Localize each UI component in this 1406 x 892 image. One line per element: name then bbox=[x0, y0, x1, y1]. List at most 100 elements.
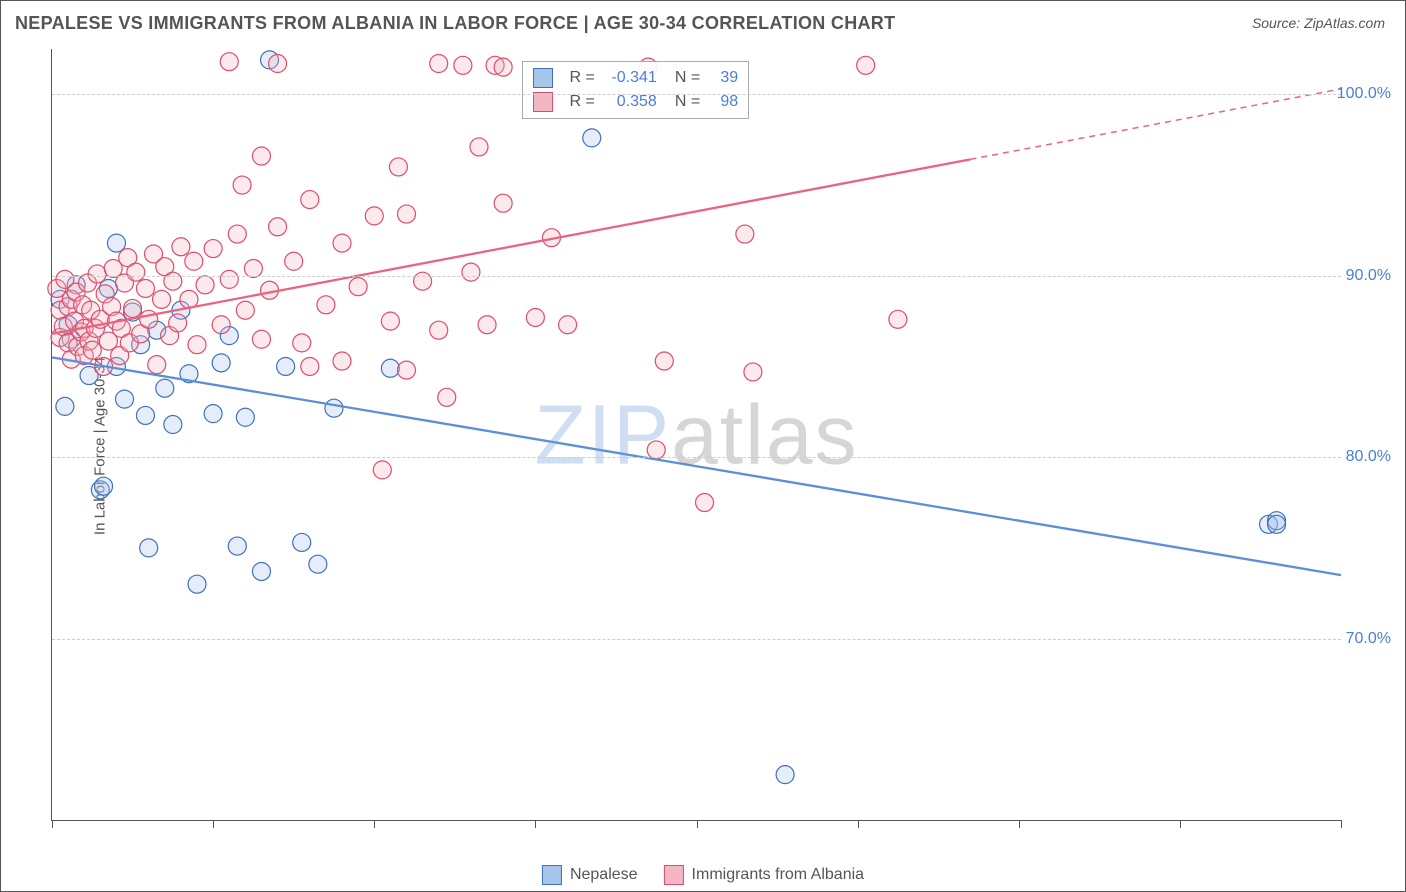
x-tick bbox=[52, 820, 53, 828]
data-point bbox=[397, 205, 415, 223]
plot-area: ZIPatlas R =-0.341N =39R =0.358N =98 bbox=[51, 49, 1341, 821]
x-tick bbox=[374, 820, 375, 828]
data-point bbox=[438, 388, 456, 406]
data-point bbox=[478, 316, 496, 334]
legend-n-label: N = bbox=[675, 90, 700, 114]
legend-row: R = 0.358 N = 98 bbox=[533, 90, 738, 114]
legend-r-label: R = bbox=[569, 90, 594, 114]
data-point bbox=[185, 252, 203, 270]
data-point bbox=[333, 352, 351, 370]
gridline-h bbox=[52, 639, 1341, 640]
data-point bbox=[188, 336, 206, 354]
legend-row: R =-0.341N =39 bbox=[533, 66, 738, 90]
data-point bbox=[164, 416, 182, 434]
data-point bbox=[583, 129, 601, 147]
data-point bbox=[293, 533, 311, 551]
data-point bbox=[88, 265, 106, 283]
data-point bbox=[744, 363, 762, 381]
legend-swatch bbox=[542, 865, 562, 885]
data-point bbox=[285, 252, 303, 270]
data-point bbox=[136, 279, 154, 297]
data-point bbox=[107, 234, 125, 252]
plot-svg bbox=[52, 49, 1341, 820]
data-point bbox=[169, 314, 187, 332]
data-point bbox=[301, 191, 319, 209]
legend-n-value: 98 bbox=[708, 90, 738, 114]
data-point bbox=[228, 537, 246, 555]
data-point bbox=[136, 406, 154, 424]
gridline-h bbox=[52, 94, 1341, 95]
data-point bbox=[430, 55, 448, 73]
data-point bbox=[389, 158, 407, 176]
data-point bbox=[655, 352, 673, 370]
legend-swatch bbox=[533, 68, 553, 88]
legend-swatch bbox=[664, 865, 684, 885]
data-point bbox=[454, 56, 472, 74]
x-tick bbox=[1180, 820, 1181, 828]
data-point bbox=[204, 405, 222, 423]
gridline-h bbox=[52, 276, 1341, 277]
legend-r-value: 0.358 bbox=[603, 90, 657, 114]
data-point bbox=[252, 330, 270, 348]
chart-container: NEPALESE VS IMMIGRANTS FROM ALBANIA IN L… bbox=[0, 0, 1406, 892]
data-point bbox=[127, 263, 145, 281]
data-point bbox=[236, 408, 254, 426]
y-tick-label: 90.0% bbox=[1346, 267, 1391, 285]
y-tick-label: 100.0% bbox=[1337, 85, 1391, 103]
data-point bbox=[317, 296, 335, 314]
data-point bbox=[212, 316, 230, 334]
data-point bbox=[333, 234, 351, 252]
data-point bbox=[204, 240, 222, 258]
data-point bbox=[559, 316, 577, 334]
series-legend: Nepalese Immigrants from Albania bbox=[542, 865, 864, 885]
legend-r-label: R = bbox=[569, 66, 594, 90]
data-point bbox=[269, 218, 287, 236]
correlation-legend: R = -0.341 N = 39R = 0.358 N = 98 bbox=[522, 61, 749, 119]
data-point bbox=[140, 310, 158, 328]
data-point bbox=[494, 194, 512, 212]
x-tick bbox=[535, 820, 536, 828]
data-point bbox=[188, 575, 206, 593]
chart-title: NEPALESE VS IMMIGRANTS FROM ALBANIA IN L… bbox=[15, 13, 895, 34]
data-point bbox=[148, 356, 166, 374]
data-point bbox=[397, 361, 415, 379]
data-point bbox=[293, 334, 311, 352]
data-point bbox=[462, 263, 480, 281]
x-tick bbox=[1019, 820, 1020, 828]
data-point bbox=[430, 321, 448, 339]
data-point bbox=[301, 357, 319, 375]
data-point bbox=[736, 225, 754, 243]
data-point bbox=[494, 58, 512, 76]
data-point bbox=[1268, 515, 1286, 533]
x-tick bbox=[858, 820, 859, 828]
data-point bbox=[696, 494, 714, 512]
x-tick bbox=[1341, 820, 1342, 828]
data-point bbox=[156, 379, 174, 397]
legend-item: Nepalese bbox=[542, 865, 638, 885]
header: NEPALESE VS IMMIGRANTS FROM ALBANIA IN L… bbox=[1, 1, 1405, 45]
data-point bbox=[365, 207, 383, 225]
data-point bbox=[325, 399, 343, 417]
legend-item: Immigrants from Albania bbox=[664, 865, 865, 885]
data-point bbox=[140, 539, 158, 557]
data-point bbox=[776, 766, 794, 784]
data-point bbox=[172, 238, 190, 256]
data-point bbox=[116, 390, 134, 408]
data-point bbox=[236, 301, 254, 319]
source-attribution: Source: ZipAtlas.com bbox=[1252, 15, 1385, 31]
data-point bbox=[349, 278, 367, 296]
gridline-h bbox=[52, 457, 1341, 458]
data-point bbox=[233, 176, 251, 194]
x-tick bbox=[213, 820, 214, 828]
data-point bbox=[470, 138, 488, 156]
data-point bbox=[220, 270, 238, 288]
data-point bbox=[373, 461, 391, 479]
y-tick-label: 80.0% bbox=[1346, 448, 1391, 466]
data-point bbox=[220, 53, 238, 71]
legend-r-value: -0.341 bbox=[603, 66, 657, 90]
data-point bbox=[83, 341, 101, 359]
legend-n-value: 39 bbox=[708, 66, 738, 90]
y-tick-label: 70.0% bbox=[1346, 630, 1391, 648]
data-point bbox=[95, 477, 113, 495]
data-point bbox=[889, 310, 907, 328]
